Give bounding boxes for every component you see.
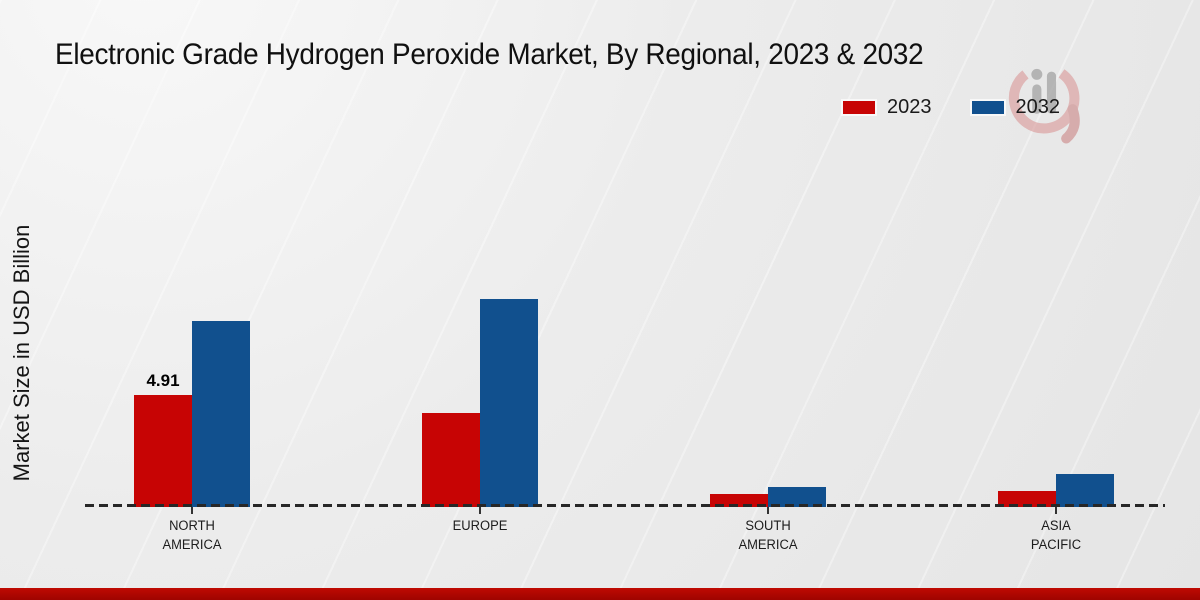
category-label-north-america: NORTH AMERICA bbox=[162, 518, 222, 552]
axis-tick-north-america bbox=[191, 507, 193, 514]
bar-2023-europe bbox=[422, 413, 480, 507]
footer-accent-band bbox=[0, 588, 1200, 600]
axis-tick-europe bbox=[479, 507, 481, 514]
legend-swatch-2023 bbox=[841, 99, 877, 116]
legend-item-2023: 2023 bbox=[841, 96, 932, 119]
axis-tick-south-america bbox=[767, 507, 769, 514]
bar-2023-asia-pacific bbox=[998, 491, 1056, 507]
axis-tick-asia-pacific bbox=[1055, 507, 1057, 514]
bar-2032-south-america bbox=[768, 487, 826, 507]
legend-label-2023: 2023 bbox=[887, 96, 932, 118]
bar-2032-asia-pacific bbox=[1056, 474, 1114, 507]
legend-swatch-2032 bbox=[969, 99, 1006, 116]
y-axis-title: Market Size in USD Billion bbox=[9, 224, 34, 482]
bar-2023-south-america bbox=[710, 494, 768, 507]
category-label-asia-pacific: ASIA PACIFIC bbox=[1030, 518, 1082, 552]
category-label-south-america: SOUTH AMERICA bbox=[738, 518, 798, 552]
bar-2032-north-america bbox=[192, 321, 250, 507]
legend: 2023 2032 bbox=[841, 96, 1061, 119]
x-axis-dashed-baseline bbox=[85, 504, 1165, 507]
category-label-europe: EUROPE bbox=[452, 518, 508, 533]
legend-item-2032: 2032 bbox=[969, 96, 1061, 119]
legend-label-2032: 2032 bbox=[1015, 96, 1061, 118]
chart-title: Electronic Grade Hydrogen Peroxide Marke… bbox=[55, 38, 924, 71]
bar-2023-north-america bbox=[134, 395, 192, 507]
bar-2032-europe bbox=[480, 299, 538, 507]
data-label-2023-north-america: 4.91 bbox=[146, 371, 180, 390]
